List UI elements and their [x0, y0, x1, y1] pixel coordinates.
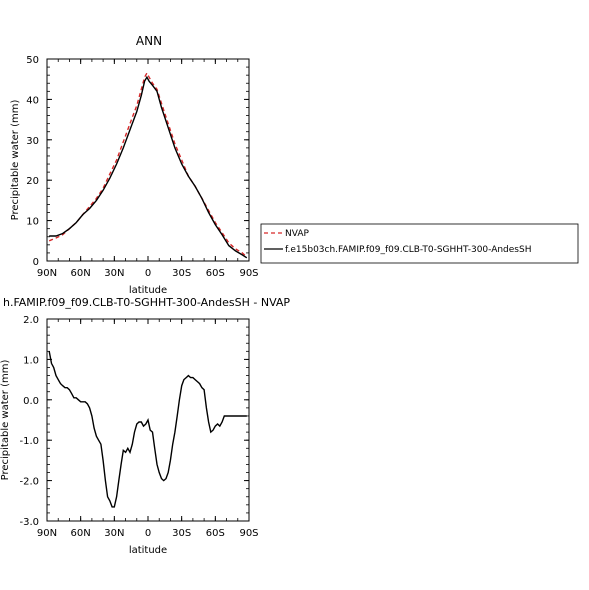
- y-tick-label: 40: [26, 95, 39, 106]
- top-chart: ANN 90N 60N 30N 0 30S 60S 90S 0 10 20 30 40 50 lati…: [10, 34, 259, 296]
- bottom-chart: h.FAMIP.f09_f09.CLB-T0-SGHHT-300-AndesSH…: [0, 296, 290, 556]
- y-tick-label: 0: [33, 257, 39, 268]
- chart-title: ANN: [136, 34, 162, 48]
- y-tick-label: -1.0: [19, 436, 39, 447]
- series-line: [49, 75, 248, 259]
- legend-frame: [260, 223, 579, 264]
- y-tick-label: 30: [26, 136, 39, 147]
- legend-label-model: f.e15b03ch.FAMIP.f09_f09.CLB-T0-SGHHT-30…: [285, 245, 531, 255]
- x-tick-label: 60N: [71, 268, 91, 279]
- y-tick-label: 20: [26, 176, 39, 187]
- y-tick-label: 0.0: [23, 396, 39, 407]
- legend: NVAP f.e15b03ch.FAMIP.f09_f09.CLB-T0-SGH…: [260, 223, 579, 264]
- y-axis-label: Precipitable water (mm): [10, 100, 21, 221]
- y-tick-label: -2.0: [19, 477, 39, 488]
- x-tick-label: 90N: [37, 528, 57, 539]
- x-tick-label: 90S: [239, 268, 258, 279]
- x-tick-label: 30N: [104, 528, 124, 539]
- y-tick-label: -3.0: [19, 517, 39, 528]
- y-tick-label: 1.0: [23, 355, 39, 366]
- x-axis-label: latitude: [129, 545, 167, 556]
- x-tick-label: 60N: [71, 528, 91, 539]
- y-tick-label: 50: [26, 55, 39, 66]
- series-line: [48, 71, 248, 258]
- x-tick-label: 30N: [104, 268, 124, 279]
- x-tick-label: 60S: [206, 528, 225, 539]
- x-tick-label: 90N: [37, 268, 57, 279]
- x-tick-label: 0: [145, 268, 151, 279]
- y-axis-label: Precipitable water (mm): [0, 360, 11, 481]
- x-tick-label: 30S: [172, 268, 191, 279]
- legend-label-nvap: NVAP: [285, 229, 309, 239]
- series-line: [48, 351, 247, 508]
- x-tick-label: 90S: [239, 528, 258, 539]
- x-tick-label: 60S: [206, 268, 225, 279]
- x-axis-label: latitude: [129, 285, 167, 296]
- y-tick-label: 2.0: [23, 315, 39, 326]
- x-tick-label: 30S: [172, 528, 191, 539]
- chart-title: h.FAMIP.f09_f09.CLB-T0-SGHHT-300-AndesSH…: [3, 296, 290, 309]
- y-tick-label: 10: [26, 217, 39, 228]
- x-tick-label: 0: [145, 528, 151, 539]
